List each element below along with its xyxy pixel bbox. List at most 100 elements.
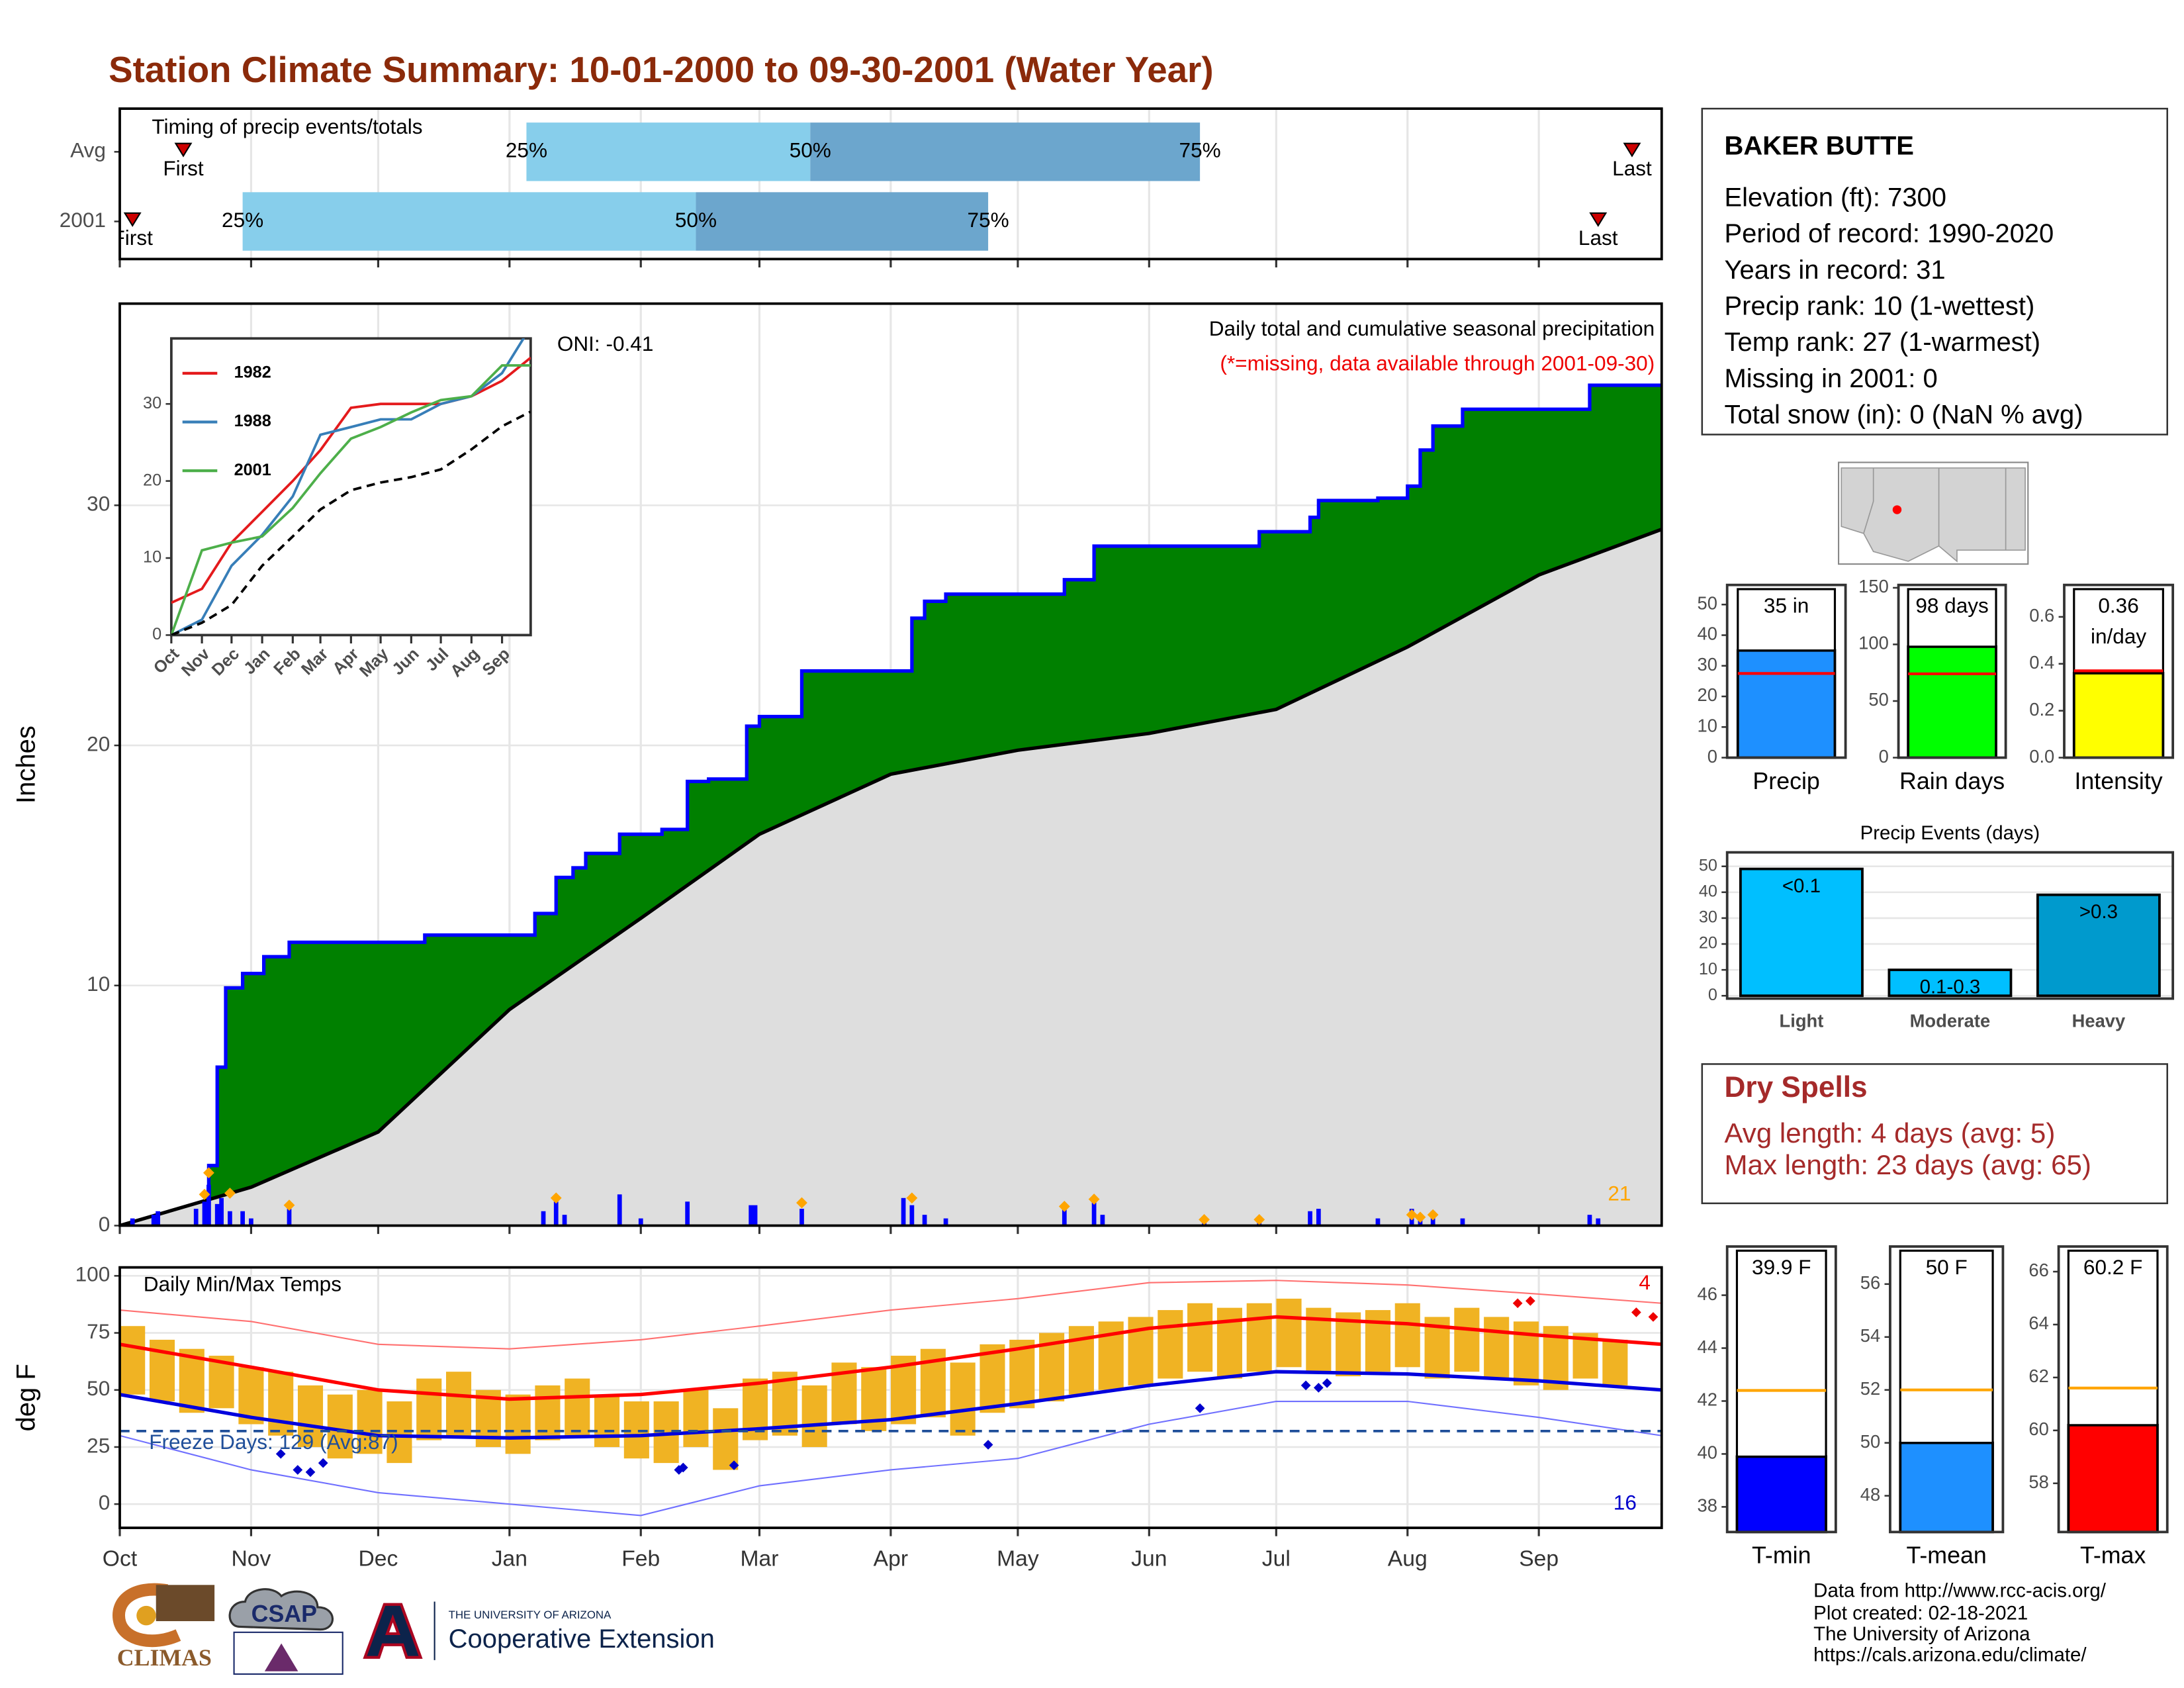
temp-range-bar (445, 1372, 472, 1436)
climas-text: CLIMAS (117, 1644, 212, 1671)
bar (1735, 1455, 1827, 1534)
event-label: Last (1578, 226, 1618, 250)
y-tick-label: 48 (1860, 1484, 1880, 1505)
daily-precip-bar (1308, 1211, 1312, 1226)
y-tick-label: 50 (87, 1376, 110, 1400)
unit-label: in/day (2091, 624, 2146, 648)
climas-mark (156, 1585, 215, 1622)
event-marker (174, 142, 193, 158)
x-tick-label: Aug (1388, 1546, 1428, 1571)
y-tick-label: 30 (1699, 908, 1717, 927)
y-tick-label: 56 (1860, 1272, 1880, 1293)
panel-frame (2063, 583, 2175, 759)
y-tick-label: 30 (1698, 654, 1717, 675)
record-count: 4 (1639, 1270, 1651, 1294)
climas-sun (136, 1605, 156, 1626)
csap-text: CSAP (251, 1601, 317, 1627)
temp-line (119, 1400, 1662, 1517)
y-tick-label: 54 (1860, 1325, 1880, 1346)
panel-title: Timing of precip events/totals (152, 115, 422, 138)
heavy-precip-point (1406, 1209, 1418, 1221)
y-tick-label: 10 (1698, 716, 1717, 736)
average-fill (119, 529, 1662, 1226)
cumulative-line (119, 383, 1662, 1226)
bar (2072, 672, 2165, 759)
daily-precip-bar (1375, 1218, 1381, 1226)
dry-spells-line: Max length: 23 days (avg: 65) (1724, 1149, 2091, 1180)
y-tick-label: 0 (99, 1491, 111, 1515)
temp-range-bar (683, 1389, 709, 1447)
panel-frame (1889, 1245, 2005, 1534)
temp-range-bar (1276, 1298, 1302, 1368)
y-tick-label: 50 (1699, 856, 1717, 874)
category-label: Precip (1752, 768, 1819, 794)
row-label: Avg (70, 138, 106, 162)
temp-range-bar (1216, 1307, 1242, 1379)
daily-precip-bar (193, 1209, 199, 1226)
y-tick-label: 50 (1698, 592, 1717, 613)
record-point (275, 1448, 286, 1459)
extension-text: Cooperative Extension (449, 1624, 715, 1654)
record-point (318, 1458, 328, 1468)
temp-line (119, 1370, 1662, 1440)
legend-label: 1982 (234, 363, 271, 382)
y-tick-label: 10 (1699, 960, 1717, 978)
temp-line (119, 1280, 1662, 1350)
event-label: First (163, 156, 204, 180)
daily-precip-bar (1460, 1218, 1465, 1226)
y-axis-label: deg F (12, 1364, 41, 1431)
category-label: T-min (1752, 1542, 1811, 1569)
legend-label: 1988 (234, 412, 271, 430)
value-label-box (1907, 588, 1997, 648)
quantile-label: 50% (790, 138, 831, 162)
panel-frame (118, 1266, 1663, 1529)
season-line (171, 364, 531, 635)
x-tick-label: Jan (492, 1546, 527, 1571)
daily-precip-bar (130, 1218, 135, 1226)
y-tick-label: 0.0 (2029, 746, 2054, 767)
bar (1888, 968, 2013, 998)
temp-range-bar (801, 1385, 827, 1447)
y-tick-label: 0 (99, 1212, 111, 1236)
quantile-label: 75% (1179, 138, 1221, 162)
temp-range-bar (565, 1378, 590, 1436)
y-tick-label: 0.4 (2029, 652, 2054, 673)
category-label: Light (1780, 1011, 1824, 1031)
y-tick-label: 38 (1698, 1495, 1717, 1516)
plot-area: Daily total and cumulative seasonal prec… (119, 316, 1662, 1226)
footer: Data from http://www.rcc-acis.org/ Plot … (1813, 1580, 2107, 1666)
value-label: 98 days (1915, 594, 1989, 618)
event-marker (1623, 142, 1641, 158)
temp-range-bar (120, 1326, 146, 1395)
value-label: 50 F (1926, 1255, 1968, 1279)
temp-range-bar (1454, 1307, 1480, 1372)
station-name: BAKER BUTTE (1724, 132, 1913, 161)
heavy-precip-point (796, 1197, 807, 1209)
daily-precip-bar (287, 1209, 292, 1226)
y-tick-label: 10 (143, 548, 161, 567)
temp-range-bar (1187, 1303, 1213, 1372)
bar (1907, 645, 1997, 759)
x-tick-label: Jul (1262, 1546, 1291, 1571)
daily-precip-bar (156, 1211, 160, 1226)
y-tick-label: 150 (1858, 576, 1889, 596)
daily-precip-bar (799, 1209, 804, 1226)
temp-range-bar (1513, 1321, 1539, 1385)
csap-cloud (228, 1588, 334, 1631)
record-point (1525, 1295, 1535, 1306)
y-tick-label: 100 (75, 1262, 111, 1286)
x-tick-label: Sep (1519, 1546, 1559, 1571)
y-tick-label: 64 (2028, 1313, 2048, 1333)
y-tick-label: 0 (152, 625, 161, 643)
y-tick-label: 25 (87, 1433, 110, 1457)
daily-precip-bar (749, 1205, 754, 1226)
y-tick-label: 20 (143, 471, 161, 489)
y-tick-label: 30 (87, 492, 110, 516)
dry-spells-line: Avg length: 4 days (avg: 5) (1724, 1117, 2055, 1149)
panel-frame (1725, 583, 1847, 759)
event-label: Last (1612, 156, 1652, 180)
oni-annotation: ONI: -0.41 (557, 332, 654, 355)
y-tick-label: 100 (1858, 633, 1889, 653)
temp-range-bar (950, 1362, 976, 1436)
